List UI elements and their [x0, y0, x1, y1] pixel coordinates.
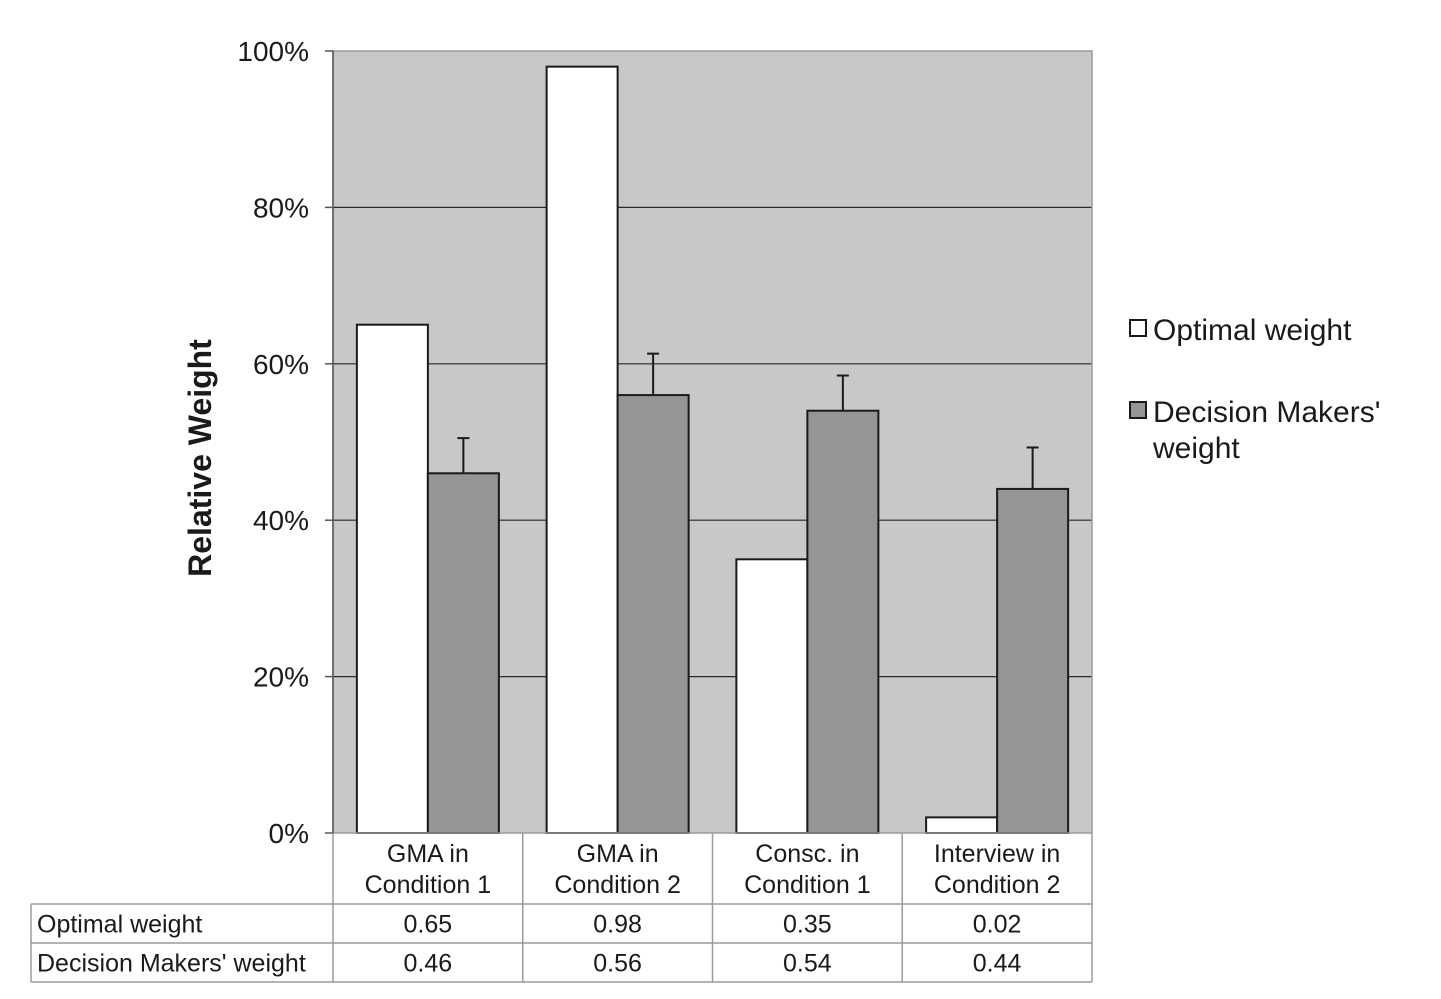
category-label: Condition 1 — [744, 871, 870, 899]
table-cell-value: 0.02 — [973, 911, 1022, 939]
data-table: GMA in Condition 1 GMA in Condition 2 Consc.… — [30, 833, 1093, 983]
bar-optimal-weight — [735, 558, 809, 834]
legend-label: Decision Makers' — [1153, 396, 1380, 429]
category-label: Interview in — [934, 840, 1060, 868]
legend-label: Optimal weight — [1153, 314, 1352, 347]
bar-optimal-weight — [925, 816, 999, 834]
bar-optimal-weight — [355, 323, 429, 834]
y-tick-label: 60% — [253, 349, 309, 380]
y-axis-label: Relative Weight — [182, 339, 218, 577]
category-label: Condition 1 — [365, 871, 491, 899]
bar-decision-makers-weight — [806, 409, 880, 834]
category-label: Condition 2 — [934, 871, 1060, 899]
table-cell-value: 0.65 — [404, 911, 453, 939]
legend: Optimal weight Decision Makers'weight — [1129, 314, 1380, 465]
table-cell-value: 0.98 — [593, 911, 642, 939]
table-cell-value: 0.46 — [404, 950, 453, 978]
legend-swatch — [1129, 401, 1147, 419]
table-cell-value: 0.54 — [783, 950, 832, 978]
table-row-header: Decision Makers' weight — [37, 950, 306, 978]
table-row-header: Optimal weight — [37, 911, 202, 939]
table-cell-value: 0.44 — [973, 950, 1022, 978]
category-label: Consc. in — [755, 840, 859, 868]
y-tick-label: 80% — [253, 192, 309, 223]
y-axis-ticks: 0% 20% 40% 60% 80% 100% — [237, 36, 334, 849]
category-label: Condition 2 — [554, 871, 680, 899]
y-tick-label: 100% — [237, 36, 309, 67]
bar-optimal-weight — [545, 65, 619, 834]
error-bars — [457, 352, 1039, 489]
category-label: GMA in — [577, 840, 659, 868]
y-tick-label: 20% — [253, 662, 309, 693]
bar-decision-makers-weight — [996, 487, 1070, 834]
legend-swatch — [1129, 319, 1147, 337]
category-label: GMA in — [387, 840, 469, 868]
bar-decision-makers-weight — [616, 394, 690, 834]
table-cell-value: 0.56 — [593, 950, 642, 978]
y-tick-label: 40% — [253, 505, 309, 536]
bars — [355, 65, 1070, 834]
y-tick-label: 0% — [269, 818, 309, 849]
legend-label: weight — [1152, 432, 1240, 465]
bar-decision-makers-weight — [426, 472, 500, 834]
table-cell-value: 0.35 — [783, 911, 832, 939]
